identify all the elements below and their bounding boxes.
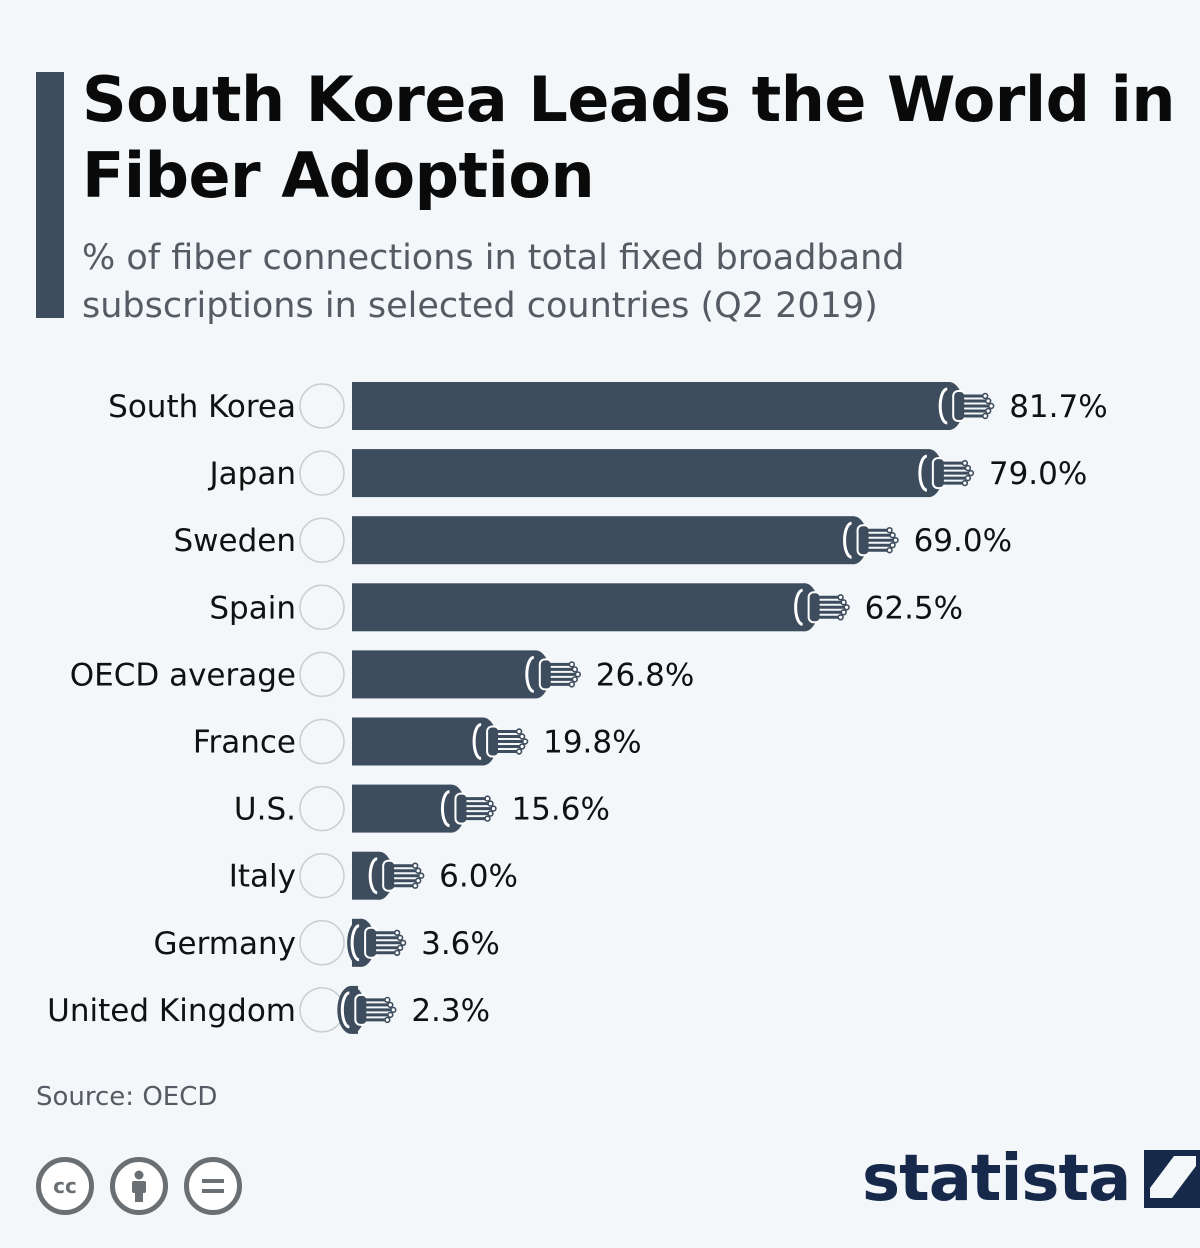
cable-end-icon xyxy=(935,382,995,430)
bar xyxy=(352,650,536,699)
no-derivatives-icon[interactable] xyxy=(184,1157,242,1215)
value-label: 79.0% xyxy=(989,456,1087,492)
bar xyxy=(352,717,484,766)
cable-end-icon xyxy=(521,650,582,699)
attribution-icon[interactable] xyxy=(110,1157,168,1215)
license-icons: cc xyxy=(36,1157,242,1215)
cable-end-icon xyxy=(347,918,407,967)
cable-end-icon xyxy=(790,583,850,632)
category-label: OECD average xyxy=(70,657,296,693)
japan-flag-icon xyxy=(299,450,345,496)
statista-mark-icon xyxy=(1144,1150,1200,1208)
category-label: South Korea xyxy=(108,389,296,425)
chart-title: South Korea Leads the World in Fiber Ado… xyxy=(82,63,1175,212)
value-label: 6.0% xyxy=(439,859,518,895)
cable-end-icon xyxy=(914,449,975,498)
value-label: 3.6% xyxy=(421,926,500,962)
cable-end-icon xyxy=(839,516,899,565)
value-label: 2.3% xyxy=(411,993,490,1029)
italy-flag-icon xyxy=(299,852,345,899)
france-flag-icon xyxy=(299,718,345,765)
germany-flag-icon xyxy=(299,920,345,966)
value-label: 26.8% xyxy=(596,657,694,693)
category-label: Spain xyxy=(209,590,296,626)
category-label: Sweden xyxy=(173,523,296,559)
bar xyxy=(352,516,854,565)
chart-subtitle: % of fiber connections in total fixed br… xyxy=(82,238,905,326)
title-accent-bar xyxy=(36,72,64,318)
globe-icon xyxy=(299,651,345,698)
value-label: 62.5% xyxy=(865,590,963,626)
value-label: 81.7% xyxy=(1009,389,1107,425)
cable-end-icon xyxy=(337,985,397,1034)
bar xyxy=(352,583,805,632)
category-label: U.S. xyxy=(234,792,296,828)
south-korea-flag-icon xyxy=(299,383,345,429)
value-label: 15.6% xyxy=(511,792,609,828)
creative-commons-icon[interactable]: cc xyxy=(36,1157,94,1215)
cable-end-icon xyxy=(437,784,497,833)
statista-logo[interactable]: statista xyxy=(862,1142,1200,1216)
brand-name: statista xyxy=(862,1142,1131,1216)
value-label: 19.8% xyxy=(543,725,641,761)
category-label: Germany xyxy=(154,926,296,962)
cable-end-icon xyxy=(365,851,425,900)
category-label: Japan xyxy=(208,456,296,492)
bar xyxy=(352,784,452,833)
category-label: Italy xyxy=(229,859,296,895)
bar xyxy=(352,449,929,498)
value-label: 69.0% xyxy=(914,523,1012,559)
category-label: United Kingdom xyxy=(47,993,296,1029)
bar-chart: South Korea 81.7% Japan 79.0% Sweden 69.0% Spa… xyxy=(47,382,1108,1034)
us-flag-icon xyxy=(299,785,345,832)
source-note: Source: OECD xyxy=(36,1082,218,1112)
cable-end-icon xyxy=(469,717,529,766)
bar xyxy=(352,382,950,430)
sweden-flag-icon xyxy=(299,517,345,563)
spain-flag-icon xyxy=(299,584,345,631)
category-label: France xyxy=(193,725,296,761)
